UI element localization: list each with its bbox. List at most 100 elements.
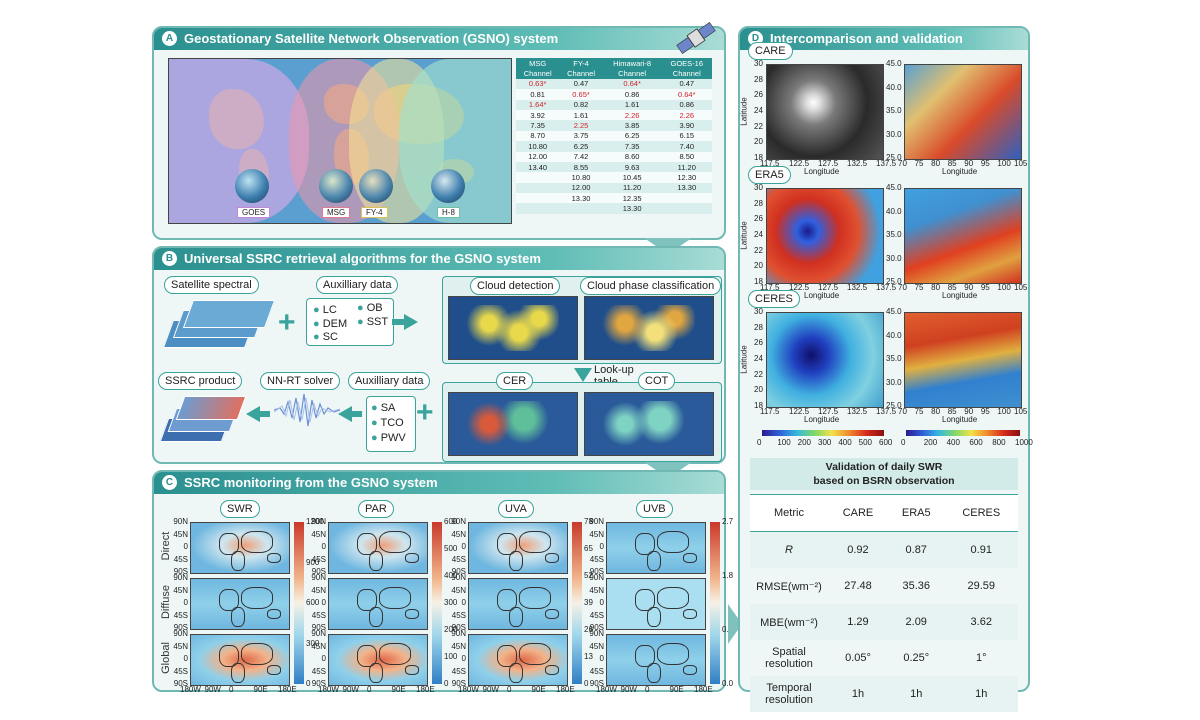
- lat-tick: 26: [754, 338, 763, 348]
- lat-tick: 25.0: [886, 153, 902, 162]
- lat-tick: 90S: [173, 679, 188, 688]
- map-ceres-typhoon: [766, 312, 884, 408]
- lat-tick: 45N: [173, 585, 188, 595]
- lat-tick: 45S: [173, 554, 188, 564]
- lat-tick: 40.0: [886, 82, 902, 92]
- lon-tick: 90E: [669, 685, 684, 694]
- arrow-right-icon-1: [404, 314, 418, 330]
- channel-cell: 1.64*: [516, 99, 560, 110]
- lon-tick: 90: [964, 283, 974, 292]
- lon-tick: 127.5: [818, 283, 839, 292]
- ssrc-map-grid: SWR PAR UVA UVB Direct Diffuse Global 90N 45N 0 45…: [154, 472, 748, 694]
- lat-tick: 24: [754, 354, 763, 363]
- lat-tick: 45N: [589, 529, 604, 539]
- colorbar-tick: 500: [858, 438, 873, 447]
- dataset-tag-care: CARE: [748, 42, 793, 60]
- panel-a-letter: A: [162, 31, 177, 46]
- channel-cell: 0.63*: [516, 78, 560, 90]
- lat-tick: 25.0: [886, 277, 902, 286]
- lon-tick: 105: [1014, 159, 1028, 168]
- lon-tick: 105: [1014, 407, 1028, 416]
- lat-tick: 35.0: [886, 106, 902, 115]
- label-fy4: FY-4: [361, 207, 388, 218]
- lat-tick: 30.0: [886, 253, 902, 263]
- label-msg: MSG: [322, 207, 351, 218]
- map-ceres-tibet: [904, 312, 1022, 408]
- lon-tick: 122.5: [789, 407, 810, 416]
- validation-row: Temporal resolution 1h 1h 1h: [750, 676, 1018, 712]
- cloud-phase-map: [584, 296, 714, 360]
- tag-cot: COT: [638, 372, 676, 390]
- cloud-detection-map: [448, 296, 578, 360]
- channel-table-subheader: Channel Channel Channel Channel: [516, 68, 712, 79]
- lon-tick: 90E: [531, 685, 546, 694]
- lat-tick: 90N: [589, 629, 604, 638]
- colorbar-tick: 600: [306, 598, 320, 607]
- panel-b: B Universal SSRC retrieval algorithms fo…: [152, 246, 726, 464]
- metric-value: 0.05°: [845, 652, 871, 664]
- lat-tick: 90N: [173, 573, 188, 582]
- colorbar-tick: 400: [946, 438, 960, 447]
- colorbar-uvb: [710, 522, 720, 684]
- lat-tick: 90N: [451, 517, 466, 526]
- lat-tick: 45S: [311, 554, 326, 564]
- channel-cell: 3.75: [559, 130, 603, 142]
- colorbar-tick: 52: [584, 571, 593, 580]
- lat-tick: 90N: [173, 517, 188, 526]
- lat-tick: 45.0: [886, 183, 902, 192]
- lon-tick: 127.5: [818, 159, 839, 168]
- lat-tick: 30: [754, 183, 763, 192]
- channel-cell: 6.25: [602, 130, 662, 142]
- lat-tick: 90N: [311, 573, 326, 582]
- validation-row: MBE(wm⁻²) 1.29 2.09 3.62: [750, 604, 1018, 640]
- lon-tick: 180W: [180, 685, 201, 694]
- arrow-right-shaft-1: [392, 319, 404, 325]
- channel-cell: 2.26: [602, 109, 662, 121]
- channel-cell: 7.35: [602, 141, 662, 152]
- lon-tick: 90W: [620, 685, 637, 694]
- channel-cell: 0.86: [661, 99, 712, 110]
- lat-tick: 0: [321, 654, 326, 663]
- panel-b-letter: B: [162, 251, 177, 266]
- map-uva-global: [468, 634, 568, 686]
- lon-tick: 85: [947, 283, 957, 292]
- lat-tick: 45.0: [886, 59, 902, 68]
- lat-tick: 35.0: [886, 230, 902, 239]
- metric-value: 27.48: [844, 580, 872, 592]
- lon-tick: 180E: [416, 685, 435, 694]
- lat-tick: 26: [754, 214, 763, 224]
- column-tag-par: PAR: [358, 500, 394, 518]
- metric-value: 3.62: [944, 604, 1018, 640]
- lon-tick: 180E: [278, 685, 297, 694]
- lat-tick: 0: [461, 542, 466, 551]
- lat-tick: 90S: [451, 567, 466, 576]
- channel-cell: 6.25: [559, 141, 603, 152]
- colorbar-tick: 300: [306, 638, 320, 648]
- lat-tick: 0: [461, 654, 466, 663]
- lat-tick: 45S: [589, 610, 604, 620]
- colorbar-tick: 600: [444, 517, 458, 526]
- channel-cell: 13.30: [559, 193, 603, 204]
- lat-tick: 45N: [451, 529, 466, 539]
- panel-b-title: Universal SSRC retrieval algorithms for …: [184, 251, 541, 266]
- colorbar-uva: [572, 522, 582, 684]
- metric-name: R: [750, 531, 828, 568]
- lon-tick: 80: [931, 407, 941, 416]
- panel-a: A Geostationary Satellite Network Observ…: [152, 22, 726, 240]
- colorbar-tick: 100: [777, 438, 791, 447]
- lon-tick: 132.5: [847, 283, 868, 292]
- colorbar-swr: [294, 522, 304, 684]
- lat-tick: 45N: [589, 585, 604, 595]
- colorbar-tick: 0: [306, 679, 311, 688]
- validation-table-header: Metric CARE ERA5 CERES: [750, 494, 1018, 532]
- tag-satellite-spectral: Satellite spectral: [164, 276, 259, 294]
- channel-cell: [516, 203, 560, 214]
- channel-cell: 12.00: [516, 151, 560, 162]
- lat-tick: 90S: [311, 679, 326, 688]
- channel-table-row: 13.40 8.55 9.63 11.20: [516, 161, 712, 173]
- lat-tick: 30: [754, 59, 763, 68]
- lon-tick: 180W: [596, 685, 617, 694]
- lat-tick: 0: [461, 598, 466, 607]
- map-care-typhoon: [766, 64, 884, 160]
- channel-cell: 8.60: [602, 151, 662, 162]
